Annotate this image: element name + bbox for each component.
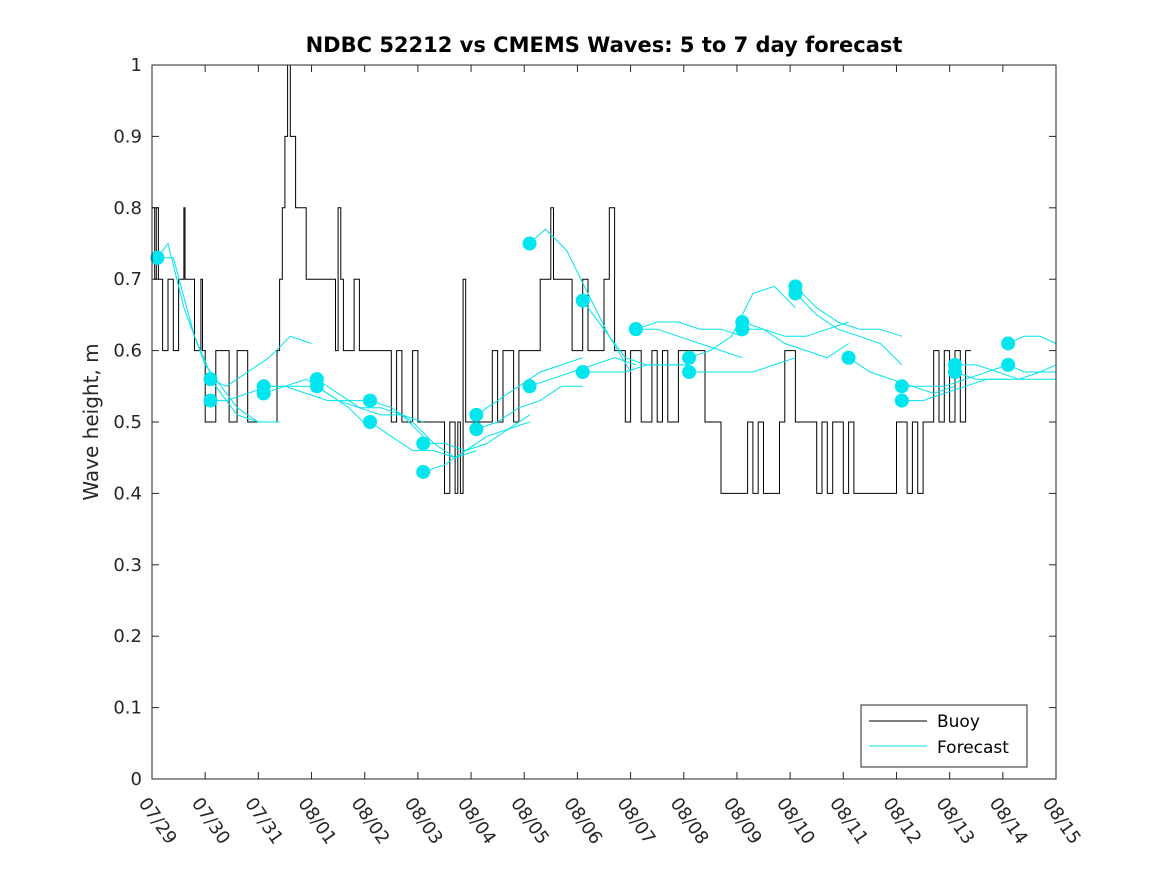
forecast-start-marker [735, 322, 750, 337]
y-tick-label: 0 [131, 769, 142, 790]
y-tick-label: 0.9 [113, 126, 142, 147]
forecast-series-line [742, 321, 849, 337]
forecast-series-line [635, 321, 743, 337]
forecast-start-marker [1001, 336, 1016, 351]
forecast-series-line [423, 421, 530, 473]
forecast-start-marker [841, 350, 856, 365]
chart-title: NDBC 52212 vs CMEMS Waves: 5 to 7 day fo… [306, 33, 903, 57]
forecast-start-marker [416, 436, 431, 451]
y-axis-label: Wave height, m [79, 343, 103, 500]
forecast-series-line [635, 328, 743, 359]
y-tick-label: 0.6 [113, 341, 142, 362]
forecast-series-line [582, 364, 690, 373]
forecast-start-marker [788, 286, 803, 301]
forecast-start-marker [628, 322, 643, 337]
y-tick-label: 0.8 [113, 198, 142, 219]
series-layer [150, 64, 1057, 494]
y-tick-label: 0.5 [113, 412, 142, 433]
forecast-series-line [954, 371, 1056, 380]
forecast-series-line [688, 285, 796, 359]
forecast-start-marker [363, 415, 378, 429]
y-axis-ticks: 0 0.1 0.2 0.3 0.4 0.5 0.6 0.7 0.8 0.9 1 [113, 55, 1056, 790]
forecast-series-line [157, 257, 280, 423]
forecast-start-marker [203, 372, 218, 387]
plot-frame [151, 64, 1057, 780]
forecast-start-marker [363, 393, 378, 408]
forecast-start-marker [682, 350, 697, 365]
forecast-start-marker [309, 379, 324, 394]
forecast-series-line [1007, 335, 1057, 344]
forecast-start-marker [469, 407, 484, 422]
forecast-series-line [795, 293, 903, 366]
forecast-start-marker [894, 393, 909, 408]
forecast-start-marker [1001, 357, 1016, 372]
y-tick-label: 0.2 [113, 626, 142, 647]
forecast-series-line [316, 385, 424, 437]
forecast-start-marker [682, 365, 697, 380]
forecast-start-marker [256, 386, 271, 401]
y-tick-label: 0.4 [113, 483, 142, 504]
forecast-series-line [156, 242, 259, 423]
y-tick-label: 0.7 [113, 269, 142, 290]
forecast-start-marker [469, 422, 484, 437]
y-tick-label: 0.3 [113, 555, 142, 576]
y-tick-label: 0.1 [113, 698, 142, 719]
plot-area [152, 65, 1056, 779]
forecast-series-line [476, 357, 583, 416]
forecast-series-line [423, 414, 530, 452]
forecast-series-line [689, 357, 796, 373]
forecast-start-marker [416, 464, 431, 479]
forecast-series-line [795, 285, 902, 337]
forecast-start-marker [522, 236, 537, 251]
forecast-series-line [955, 364, 1056, 380]
forecast-series-line [742, 328, 849, 359]
forecast-start-marker [894, 379, 909, 394]
forecast-start-marker [150, 250, 165, 265]
forecast-series-line [529, 228, 632, 373]
forecast-series-line [901, 364, 1009, 387]
forecast-series-line [369, 400, 477, 459]
legend: Buoy Forecast [860, 704, 1028, 768]
forecast-start-marker [522, 379, 537, 394]
forecast-series-line [1007, 364, 1057, 373]
forecast-series-line [210, 335, 312, 387]
forecast-series-line [263, 385, 370, 402]
legend-forecast-label: Forecast [937, 738, 1009, 758]
forecast-series-line [316, 378, 424, 423]
legend-buoy-label: Buoy [937, 712, 980, 732]
y-tick-label: 1 [131, 55, 142, 76]
forecast-start-marker [947, 365, 962, 380]
forecast-start-marker [575, 365, 590, 380]
forecast-start-marker [575, 293, 590, 308]
forecast-series-line [476, 385, 583, 430]
forecast-start-marker [203, 393, 218, 408]
legend-box [860, 704, 1028, 768]
